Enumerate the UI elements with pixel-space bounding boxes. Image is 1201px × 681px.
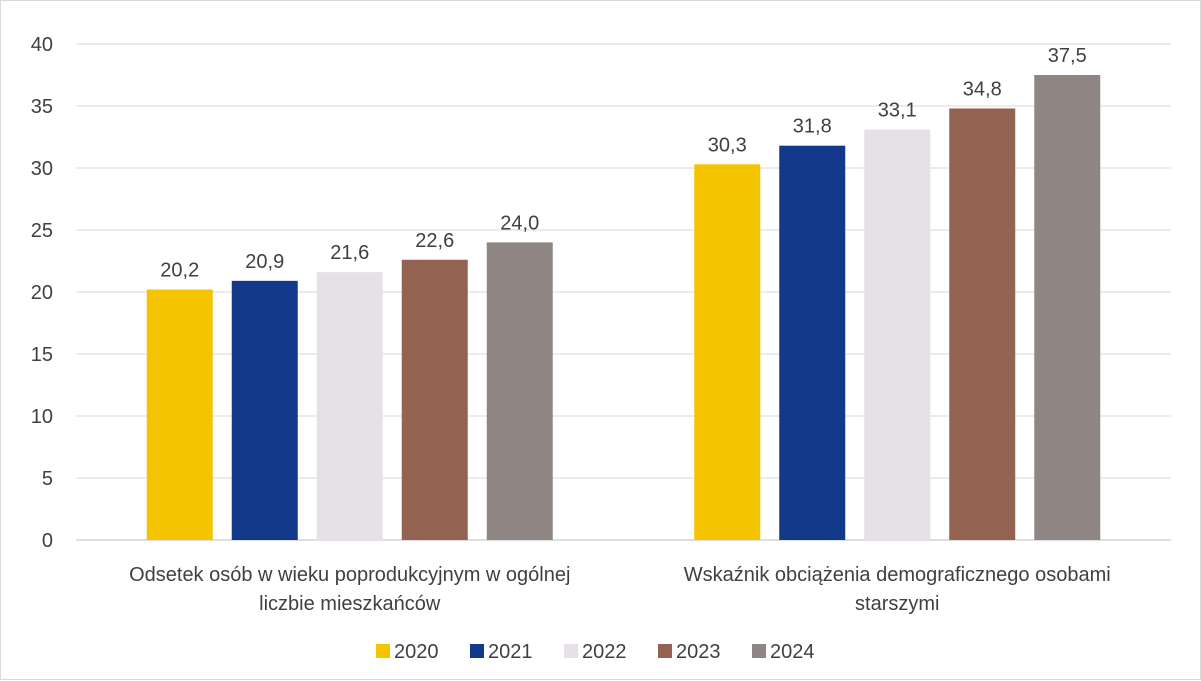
bar-2024 [1034, 75, 1101, 540]
data-label: 33,1 [878, 100, 917, 122]
legend-swatch-2024 [752, 644, 766, 658]
category-label: starszymi [855, 593, 939, 615]
legend-swatch-2022 [564, 644, 578, 658]
bar-2021 [779, 145, 846, 540]
data-label: 37,5 [1048, 45, 1087, 67]
y-tick-label: 25 [31, 220, 53, 242]
legend-swatch-2021 [470, 644, 484, 658]
data-label: 22,6 [415, 230, 454, 252]
legend-label: 2022 [582, 641, 627, 663]
y-tick-label: 35 [31, 96, 53, 118]
bar-2024 [486, 242, 553, 540]
category-label: Odsetek osób w wieku poprodukcyjnym w og… [129, 564, 570, 586]
data-label: 31,8 [793, 116, 832, 138]
bar-2022 [316, 272, 383, 540]
y-tick-label: 10 [31, 406, 53, 428]
category-label: liczbie mieszkańców [259, 593, 441, 615]
data-labels: 20,2 20,9 21,6 22,6 24,0 30,3 31,8 33,1 34,8 37,5 [160, 45, 1086, 282]
y-tick-label: 5 [42, 468, 53, 490]
bar-2023 [949, 108, 1016, 540]
bar-2020 [146, 289, 213, 540]
legend-label: 2020 [394, 641, 439, 663]
bar-2023 [401, 259, 468, 540]
data-label: 34,8 [963, 78, 1002, 100]
legend-label: 2021 [488, 641, 533, 663]
data-label: 20,9 [245, 251, 284, 273]
bar-2020 [694, 164, 761, 540]
legend-label: 2023 [676, 641, 721, 663]
y-axis-ticks: 0 5 10 15 20 25 30 35 40 [31, 34, 53, 552]
y-tick-label: 15 [31, 344, 53, 366]
data-label: 21,6 [330, 242, 369, 264]
legend-swatch-2023 [658, 644, 672, 658]
bar-2021 [231, 280, 298, 540]
legend-label: 2024 [770, 641, 815, 663]
category-labels: Odsetek osób w wieku poprodukcyjnym w og… [129, 564, 1111, 615]
y-tick-label: 0 [42, 530, 53, 552]
legend: 2020 2021 2022 2023 2024 [376, 641, 815, 663]
y-tick-label: 20 [31, 282, 53, 304]
category-label: Wskaźnik obciążenia demograficznego osob… [684, 564, 1111, 586]
legend-swatch-2020 [376, 644, 390, 658]
data-label: 20,2 [160, 260, 199, 282]
bars [146, 75, 1101, 540]
data-label: 30,3 [708, 134, 747, 156]
y-tick-label: 40 [31, 34, 53, 56]
data-label: 24,0 [500, 212, 539, 234]
y-tick-label: 30 [31, 158, 53, 180]
bar-2022 [864, 129, 931, 540]
